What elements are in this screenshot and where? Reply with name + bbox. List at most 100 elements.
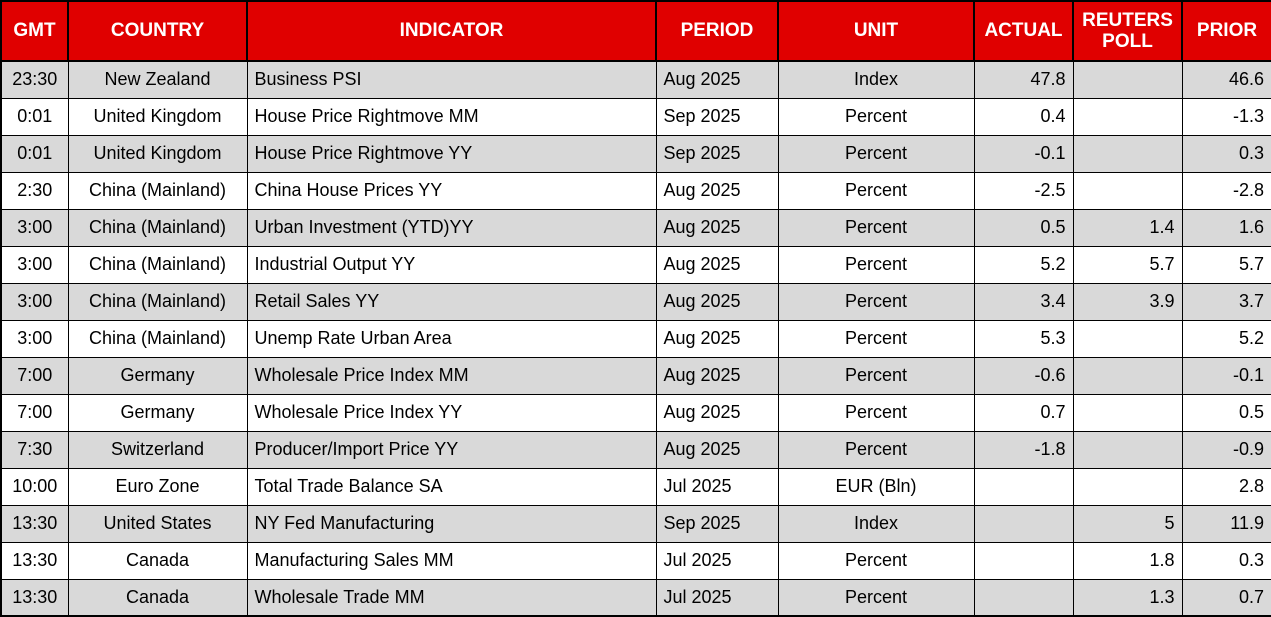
cell-country: Euro Zone <box>67 467 248 506</box>
cell-prior: 0.3 <box>1181 134 1271 173</box>
cell-actual: 0.5 <box>973 208 1074 247</box>
cell-country: United Kingdom <box>67 97 248 136</box>
cell-unit: Index <box>777 60 975 99</box>
cell-prior: 1.6 <box>1181 208 1271 247</box>
cell-unit: Percent <box>777 578 975 617</box>
cell-country: Germany <box>67 393 248 432</box>
header-cell-period: PERIOD <box>655 0 779 62</box>
cell-indicator: Manufacturing Sales MM <box>246 541 657 580</box>
cell-indicator: Business PSI <box>246 60 657 99</box>
cell-prior: 11.9 <box>1181 504 1271 543</box>
cell-period: Aug 2025 <box>655 171 779 210</box>
cell-actual <box>973 541 1074 580</box>
cell-indicator: House Price Rightmove MM <box>246 97 657 136</box>
cell-actual: -0.1 <box>973 134 1074 173</box>
cell-gmt: 7:00 <box>0 393 69 432</box>
cell-country: China (Mainland) <box>67 319 248 358</box>
cell-indicator: Industrial Output YY <box>246 245 657 284</box>
cell-poll <box>1072 393 1183 432</box>
cell-gmt: 0:01 <box>0 97 69 136</box>
cell-actual: 3.4 <box>973 282 1074 321</box>
cell-gmt: 3:00 <box>0 319 69 358</box>
cell-indicator: NY Fed Manufacturing <box>246 504 657 543</box>
header-cell-unit: UNIT <box>777 0 975 62</box>
cell-period: Aug 2025 <box>655 245 779 284</box>
header-cell-actual: ACTUAL <box>973 0 1074 62</box>
cell-poll: 5.7 <box>1072 245 1183 284</box>
cell-indicator: Retail Sales YY <box>246 282 657 321</box>
cell-indicator: Unemp Rate Urban Area <box>246 319 657 358</box>
cell-indicator: Wholesale Price Index MM <box>246 356 657 395</box>
header-cell-country: COUNTRY <box>67 0 248 62</box>
cell-country: China (Mainland) <box>67 171 248 210</box>
cell-period: Aug 2025 <box>655 393 779 432</box>
table-row: 3:00 China (Mainland) Industrial Output YY… <box>0 245 1271 284</box>
cell-gmt: 3:00 <box>0 282 69 321</box>
cell-prior: 2.8 <box>1181 467 1271 506</box>
cell-actual <box>973 504 1074 543</box>
cell-poll: 5 <box>1072 504 1183 543</box>
cell-gmt: 3:00 <box>0 208 69 247</box>
table-row: 3:00 China (Mainland) Retail Sales YY Aug 2… <box>0 282 1271 321</box>
table-row: 0:01 United Kingdom House Price Rightmove … <box>0 134 1271 173</box>
cell-indicator: Urban Investment (YTD)YY <box>246 208 657 247</box>
cell-unit: Percent <box>777 245 975 284</box>
cell-period: Sep 2025 <box>655 134 779 173</box>
cell-prior: 0.7 <box>1181 578 1271 617</box>
table-row: 7:30 Switzerland Producer/Import Price YY A… <box>0 430 1271 469</box>
table-row: 23:30 New Zealand Business PSI Aug 2025 Inde… <box>0 60 1271 99</box>
header-cell-gmt: GMT <box>0 0 69 62</box>
cell-unit: Percent <box>777 541 975 580</box>
cell-indicator: Wholesale Price Index YY <box>246 393 657 432</box>
table-row: 7:00 Germany Wholesale Price Index MM Aug 2… <box>0 356 1271 395</box>
cell-poll <box>1072 97 1183 136</box>
cell-country: China (Mainland) <box>67 282 248 321</box>
cell-indicator: House Price Rightmove YY <box>246 134 657 173</box>
cell-period: Jul 2025 <box>655 541 779 580</box>
cell-period: Aug 2025 <box>655 356 779 395</box>
cell-gmt: 13:30 <box>0 541 69 580</box>
cell-poll: 1.3 <box>1072 578 1183 617</box>
cell-prior: 0.5 <box>1181 393 1271 432</box>
cell-poll <box>1072 356 1183 395</box>
cell-indicator: Total Trade Balance SA <box>246 467 657 506</box>
cell-country: Canada <box>67 541 248 580</box>
header-cell-prior: PRIOR <box>1181 0 1271 62</box>
cell-indicator: China House Prices YY <box>246 171 657 210</box>
cell-gmt: 10:00 <box>0 467 69 506</box>
cell-prior: -0.1 <box>1181 356 1271 395</box>
cell-prior: 3.7 <box>1181 282 1271 321</box>
cell-indicator: Producer/Import Price YY <box>246 430 657 469</box>
cell-actual: 5.2 <box>973 245 1074 284</box>
cell-prior: -2.8 <box>1181 171 1271 210</box>
cell-actual: -2.5 <box>973 171 1074 210</box>
cell-gmt: 13:30 <box>0 504 69 543</box>
table-row: 3:00 China (Mainland) Urban Investment (YT… <box>0 208 1271 247</box>
cell-country: Germany <box>67 356 248 395</box>
header-row: GMT COUNTRY INDICATOR PERIOD UNIT ACTUAL REUTE… <box>0 0 1271 62</box>
cell-period: Sep 2025 <box>655 97 779 136</box>
table-row: 7:00 Germany Wholesale Price Index YY Aug 2… <box>0 393 1271 432</box>
table-row: 13:30 Canada Wholesale Trade MM Jul 2025 Per… <box>0 578 1271 617</box>
cell-gmt: 23:30 <box>0 60 69 99</box>
cell-indicator: Wholesale Trade MM <box>246 578 657 617</box>
cell-poll <box>1072 430 1183 469</box>
cell-prior: 5.2 <box>1181 319 1271 358</box>
cell-poll: 3.9 <box>1072 282 1183 321</box>
cell-poll <box>1072 319 1183 358</box>
cell-poll <box>1072 60 1183 99</box>
cell-gmt: 7:30 <box>0 430 69 469</box>
table-row: 2:30 China (Mainland) China House Prices Y… <box>0 171 1271 210</box>
cell-gmt: 3:00 <box>0 245 69 284</box>
cell-poll <box>1072 134 1183 173</box>
cell-unit: Percent <box>777 319 975 358</box>
cell-poll: 1.4 <box>1072 208 1183 247</box>
cell-poll <box>1072 467 1183 506</box>
cell-unit: Percent <box>777 97 975 136</box>
cell-poll <box>1072 171 1183 210</box>
cell-gmt: 0:01 <box>0 134 69 173</box>
cell-prior: 5.7 <box>1181 245 1271 284</box>
cell-unit: Percent <box>777 356 975 395</box>
cell-actual: -0.6 <box>973 356 1074 395</box>
